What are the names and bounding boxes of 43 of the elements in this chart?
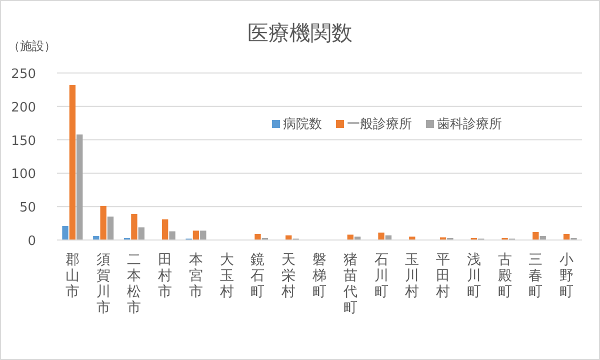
x-tick-label: 田村市 (157, 252, 172, 300)
bar (169, 231, 176, 240)
chart-title: 医療機関数 (248, 21, 352, 45)
y-tick-label: 200 (11, 100, 36, 116)
bar (200, 230, 206, 240)
x-tick-label: 本宮市 (188, 252, 203, 300)
x-tick-label: 磐梯町 (312, 252, 326, 300)
y-tick-label: 100 (11, 167, 36, 182)
y-tick-label: 150 (11, 134, 36, 149)
bar (162, 219, 168, 240)
bar (138, 227, 144, 240)
bar (62, 226, 68, 240)
x-tick-label: 郡山市 (65, 252, 80, 300)
x-tick-label: 天栄村 (280, 252, 296, 300)
x-tick-label: 平田村 (435, 252, 450, 300)
x-tick-label: 二本松市 (127, 252, 142, 316)
bar (378, 232, 384, 240)
x-tick-label: 浅川町 (466, 252, 481, 300)
x-tick-label: 須賀川市 (96, 252, 110, 316)
legend-label: 歯科診療所 (437, 117, 502, 132)
x-tick-label: 古殿町 (498, 252, 512, 300)
bar (76, 134, 83, 240)
bar (192, 230, 200, 240)
bar (532, 232, 539, 240)
y-tick-label: 50 (19, 200, 36, 216)
bar (347, 234, 354, 240)
y-tick-label: 0 (28, 234, 36, 249)
x-tick-label: 小野町 (560, 252, 574, 300)
legend-label: 病院数 (283, 117, 322, 132)
x-tick-label: 石川町 (374, 252, 388, 300)
bar (254, 234, 261, 240)
x-tick-label: 三春町 (528, 252, 543, 300)
x-tick-label: 猪苗代町 (342, 252, 358, 316)
x-tick-label: 大玉村 (218, 252, 234, 300)
bar (107, 216, 114, 240)
y-tick-label: 250 (11, 67, 36, 82)
x-tick-label: 玉川村 (404, 252, 420, 300)
x-tick-label: 鏡石町 (250, 252, 265, 300)
bar (100, 206, 106, 240)
bar (69, 85, 76, 240)
bar (131, 214, 138, 240)
y-axis-title: （施設） (8, 39, 56, 53)
legend-label: 一般診療所 (347, 117, 412, 132)
